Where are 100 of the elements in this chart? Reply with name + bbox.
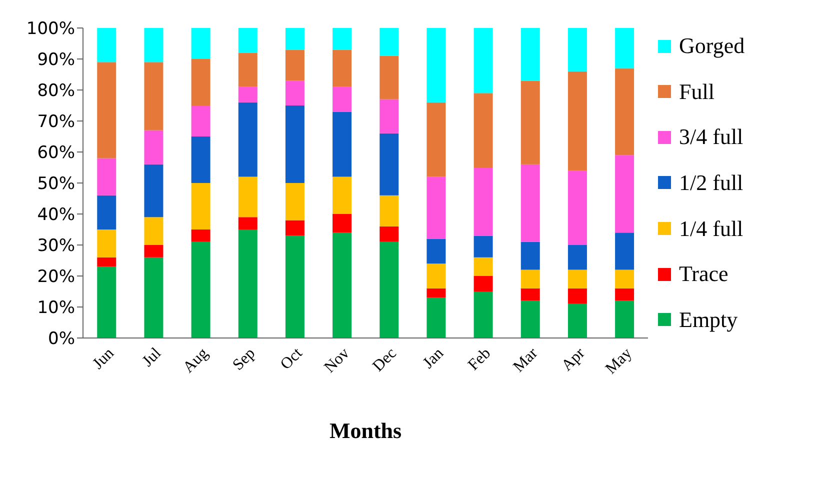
y-tick-label: 30% <box>37 236 75 256</box>
y-tick-label: 20% <box>37 267 75 288</box>
bar <box>615 68 634 156</box>
bar <box>568 170 587 245</box>
bar <box>474 168 493 236</box>
x-axis-title: Months <box>329 418 402 443</box>
y-tick-label: 60% <box>37 143 75 164</box>
bar <box>97 230 116 258</box>
y-tick-label: 40% <box>37 205 75 226</box>
bar <box>97 257 116 267</box>
x-tick-label: Feb <box>465 344 494 374</box>
y-tick-label: 80% <box>37 81 75 102</box>
bar <box>426 298 446 338</box>
bar <box>144 28 164 62</box>
x-tick-label: Apr <box>558 344 589 374</box>
bar <box>238 28 258 53</box>
bar <box>568 304 587 338</box>
bar <box>380 56 399 100</box>
bar <box>426 288 446 298</box>
bar <box>332 214 352 233</box>
bar <box>238 52 258 87</box>
bar <box>238 102 258 177</box>
bar <box>380 242 399 338</box>
y-tick-label: 100% <box>26 19 75 40</box>
bar <box>332 176 352 214</box>
bar <box>380 28 399 56</box>
legend-label: Gorged <box>679 33 745 59</box>
bar <box>474 276 493 292</box>
bar <box>191 59 210 106</box>
bar <box>520 242 540 270</box>
bar <box>332 232 352 338</box>
bar <box>144 130 164 164</box>
y-tick-label: 90% <box>37 50 75 70</box>
bar <box>615 155 634 233</box>
bar <box>568 245 587 270</box>
bar <box>520 164 540 242</box>
bar <box>285 183 304 220</box>
bar <box>520 28 540 81</box>
bar <box>380 226 399 242</box>
y-tick-label: 0% <box>48 329 75 350</box>
legend-label: 3/4 full <box>679 124 744 150</box>
bar <box>568 71 587 171</box>
bar <box>615 232 634 270</box>
bar <box>426 102 446 177</box>
x-tick-label: May <box>602 344 636 378</box>
legend-label: Full <box>679 78 714 105</box>
bar <box>380 133 399 196</box>
x-tick-label: Mar <box>510 344 542 376</box>
bar <box>144 62 164 130</box>
bar <box>332 112 352 177</box>
bar <box>191 183 210 230</box>
x-tick-label: Jan <box>420 344 447 372</box>
legend-label: Trace <box>679 261 728 288</box>
bar <box>238 230 258 338</box>
bar <box>520 300 540 338</box>
y-tick-label: 10% <box>37 298 75 318</box>
bar <box>238 217 258 230</box>
bar <box>97 28 116 62</box>
bar <box>568 270 587 288</box>
bar <box>191 106 210 136</box>
bar <box>191 136 210 183</box>
bar <box>285 106 304 183</box>
bar <box>520 288 540 301</box>
bar <box>520 270 540 288</box>
bar <box>474 93 493 168</box>
y-tick-label: 50% <box>37 174 75 194</box>
bar <box>285 80 304 106</box>
bar <box>285 220 304 236</box>
bar <box>97 158 116 196</box>
bar <box>426 176 446 239</box>
legend-label: 1/4 full <box>679 216 744 242</box>
y-tick-label: 70% <box>37 112 75 132</box>
bar <box>144 217 164 245</box>
bar <box>191 230 210 242</box>
bar <box>238 176 258 218</box>
bar <box>97 62 116 158</box>
bar <box>380 99 399 134</box>
bar <box>144 164 164 218</box>
x-tick-label: Nov <box>321 344 353 376</box>
bar <box>568 28 587 72</box>
bar <box>97 195 116 230</box>
x-tick-label: Aug <box>180 344 212 376</box>
x-tick-label: Sep <box>230 344 259 374</box>
bar <box>144 245 164 258</box>
bar <box>144 257 164 338</box>
bar <box>332 28 352 50</box>
bar <box>474 257 493 276</box>
bar <box>615 270 634 288</box>
bar <box>332 86 352 112</box>
x-tick-label: Jun <box>90 344 118 373</box>
bar <box>380 195 399 226</box>
bar <box>191 242 210 338</box>
bar <box>474 292 493 338</box>
bar <box>191 28 210 59</box>
bar <box>615 300 634 338</box>
bar <box>474 28 493 94</box>
bar <box>568 288 587 304</box>
x-tick-label: Dec <box>370 344 400 376</box>
x-tick-label: Jul <box>139 344 165 370</box>
legend-label: 1/2 full <box>679 170 744 196</box>
